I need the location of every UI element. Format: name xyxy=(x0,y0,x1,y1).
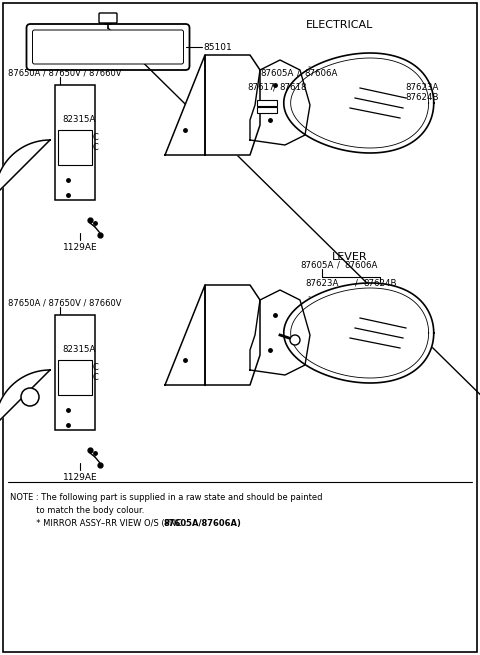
Text: 1129AE: 1129AE xyxy=(63,472,97,481)
Text: 87650A / 87650V / 87660V: 87650A / 87650V / 87660V xyxy=(8,69,121,77)
Polygon shape xyxy=(300,65,315,140)
Polygon shape xyxy=(0,140,50,195)
Text: 87650A / 87650V / 87660V: 87650A / 87650V / 87660V xyxy=(8,299,121,307)
Text: NOTE : The following part is supplied in a raw state and should be painted: NOTE : The following part is supplied in… xyxy=(10,493,323,502)
Polygon shape xyxy=(205,285,260,385)
Bar xyxy=(257,100,277,106)
Text: /: / xyxy=(337,261,340,269)
Text: 87605A/87606A): 87605A/87606A) xyxy=(163,519,241,528)
Circle shape xyxy=(21,388,39,406)
Text: /: / xyxy=(273,83,276,92)
Text: 87605A: 87605A xyxy=(260,69,293,77)
Bar xyxy=(55,315,95,430)
Polygon shape xyxy=(284,53,434,153)
Polygon shape xyxy=(0,370,50,425)
Text: 87623A: 87623A xyxy=(305,278,338,288)
Text: 87624B: 87624B xyxy=(405,94,439,102)
Text: to match the body colour.: to match the body colour. xyxy=(10,506,144,515)
Text: 1243BC: 1243BC xyxy=(65,373,99,383)
Bar xyxy=(58,360,92,395)
Polygon shape xyxy=(250,60,310,145)
Text: 1241BC: 1241BC xyxy=(65,132,99,141)
Text: 82315A: 82315A xyxy=(62,115,96,124)
Text: 1243BC: 1243BC xyxy=(65,143,99,153)
Text: 85101: 85101 xyxy=(204,43,232,52)
Text: 87617: 87617 xyxy=(247,83,275,92)
Text: LEVER: LEVER xyxy=(332,252,368,262)
Circle shape xyxy=(290,335,300,345)
Bar xyxy=(257,107,277,113)
Text: 87606A: 87606A xyxy=(304,69,337,77)
Polygon shape xyxy=(165,55,205,155)
Text: 87605A: 87605A xyxy=(300,261,334,269)
Text: * MIRROR ASSY–RR VIEW O/S (PNC :: * MIRROR ASSY–RR VIEW O/S (PNC : xyxy=(10,519,190,528)
Polygon shape xyxy=(165,285,205,385)
Bar xyxy=(55,85,95,200)
Text: 87618: 87618 xyxy=(279,83,307,92)
Polygon shape xyxy=(250,290,310,375)
Text: 87624B: 87624B xyxy=(363,278,396,288)
Text: ELECTRICAL: ELECTRICAL xyxy=(306,20,374,30)
Text: 82315A: 82315A xyxy=(62,345,96,354)
Polygon shape xyxy=(284,283,434,383)
Text: /: / xyxy=(297,69,300,77)
Polygon shape xyxy=(205,55,260,155)
FancyBboxPatch shape xyxy=(33,30,183,64)
Text: 87606A: 87606A xyxy=(344,261,377,269)
Bar xyxy=(58,130,92,165)
Text: 1129AE: 1129AE xyxy=(63,242,97,252)
Polygon shape xyxy=(300,295,315,370)
Text: 87623A: 87623A xyxy=(405,83,438,92)
FancyBboxPatch shape xyxy=(99,13,117,23)
Text: 1241BC: 1241BC xyxy=(65,362,99,371)
FancyBboxPatch shape xyxy=(26,24,190,70)
Text: /: / xyxy=(355,278,358,288)
